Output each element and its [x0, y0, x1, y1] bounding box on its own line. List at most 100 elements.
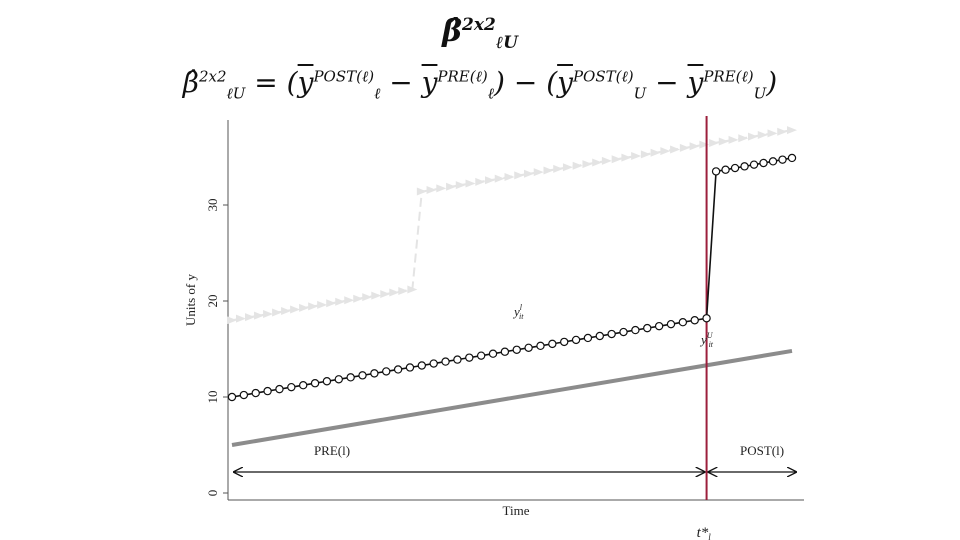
dashed-point-54 [738, 134, 749, 143]
treated-point-13 [382, 367, 391, 376]
dashed-point-51 [709, 139, 720, 148]
y-tick-label-20: 20 [205, 295, 220, 308]
treated-point-24 [512, 345, 521, 354]
dashed-point-21 [416, 187, 427, 196]
dashed-point-48 [679, 143, 690, 152]
formula-eq: = [254, 66, 278, 99]
dashed-point-59 [787, 126, 797, 135]
treatment-label-main: t* [697, 525, 709, 540]
dashed-point-0 [227, 316, 237, 325]
treated-point-36 [654, 321, 664, 331]
slide-title: β̂2x2ℓU [0, 14, 960, 53]
dashed-point-27 [475, 177, 486, 186]
dashed-point-13 [344, 296, 355, 305]
dashed-point-57 [767, 129, 778, 138]
formula: β̂2x2ℓU = (yPOST(ℓ)ℓ − yPRE(ℓ)ℓ) − (yPOS… [0, 66, 960, 104]
ybar-3: y [557, 66, 573, 99]
dashed-point-36 [562, 163, 573, 172]
sub-4: U [753, 84, 767, 103]
dashed-point-20 [407, 285, 418, 294]
dashed-point-39 [592, 158, 603, 167]
dashed-point-41 [611, 155, 622, 164]
dashed-point-9 [308, 302, 319, 311]
dashed-point-24 [446, 182, 457, 191]
dashed-point-17 [380, 290, 391, 299]
dashed-point-55 [748, 132, 759, 141]
sup-4: PRE(ℓ) [703, 67, 754, 86]
dashed-point-14 [353, 294, 364, 303]
treated-label-sup: l [520, 303, 523, 312]
dashed-point-42 [621, 153, 632, 162]
treated-point-37 [666, 319, 676, 329]
ybar-2: y [421, 66, 438, 99]
x-axis-title: Time [503, 503, 530, 518]
ybar-1: y [297, 66, 314, 99]
dashed-point-33 [533, 168, 544, 177]
treated-point-4 [275, 384, 284, 394]
title-sup: 2x2 [462, 15, 496, 35]
plot-frame [176, 116, 806, 530]
dashed-point-50 [699, 140, 710, 149]
treated-point-45 [749, 160, 759, 169]
treated-point-39 [690, 316, 699, 325]
untreated-series-label: yU it [699, 331, 714, 349]
formula-close-1: ) [493, 66, 505, 99]
treated-point-7 [310, 379, 320, 388]
dashed-point-32 [523, 169, 534, 178]
treated-point-41 [711, 167, 721, 176]
treated-label-y: y [512, 304, 520, 319]
treated-point-34 [631, 325, 640, 335]
dashed-point-58 [777, 127, 788, 136]
dashed-point-31 [514, 171, 525, 180]
dashed-point-52 [718, 137, 729, 146]
y-tick-label-10: 10 [205, 391, 220, 404]
formula-open-2: ( [546, 66, 558, 99]
treated-point-25 [524, 343, 533, 352]
dashed-point-25 [455, 181, 466, 190]
dashed-point-19 [398, 287, 409, 296]
dashed-point-6 [281, 306, 292, 315]
dashed-point-2 [245, 313, 256, 322]
treated-point-30 [583, 333, 593, 343]
dashed-point-8 [299, 303, 310, 312]
axes: 0 10 20 30 Units of y Time [183, 120, 804, 518]
y-tick-label-30: 30 [205, 199, 220, 212]
dashed-point-11 [326, 299, 337, 308]
untreated-line-0 [231, 348, 793, 447]
minus-3: − [655, 66, 679, 99]
sub-1: ℓ [374, 84, 381, 103]
treated-point-14 [393, 365, 403, 374]
dashed-point-3 [254, 311, 265, 320]
sup-1: POST(ℓ) [313, 67, 375, 86]
dashed-point-10 [317, 300, 328, 309]
title-beta: β̂ [442, 14, 463, 49]
dashed-point-40 [601, 156, 612, 165]
treated-point-19 [453, 355, 462, 364]
dashed-point-56 [757, 130, 768, 139]
treated-point-6 [298, 380, 308, 390]
untreated-label-sup: U [707, 331, 714, 340]
treated-point-21 [476, 351, 486, 360]
treated-point-33 [619, 327, 628, 337]
treated-point-5 [287, 382, 296, 392]
formula-lhs-sup: 2x2 [198, 67, 227, 86]
dashed-point-46 [660, 147, 671, 156]
dashed-point-34 [543, 166, 554, 175]
treated-point-43 [730, 163, 740, 173]
treated-point-22 [488, 349, 498, 358]
treated-point-32 [607, 329, 616, 339]
title-sub: ℓU [495, 33, 518, 53]
treated-point-18 [441, 357, 450, 366]
untreated-label-y: y [699, 332, 707, 347]
treated-point-3 [263, 386, 272, 396]
treated-point-8 [322, 377, 332, 386]
treated-point-0 [227, 392, 237, 402]
dashed-point-53 [728, 135, 739, 144]
treated-point-27 [548, 339, 557, 349]
treated-label-sub: it [519, 312, 524, 321]
dashed-point-28 [485, 176, 496, 185]
treated-point-35 [643, 323, 652, 333]
sup-2: PRE(ℓ) [437, 67, 488, 86]
treated-point-46 [759, 158, 768, 168]
